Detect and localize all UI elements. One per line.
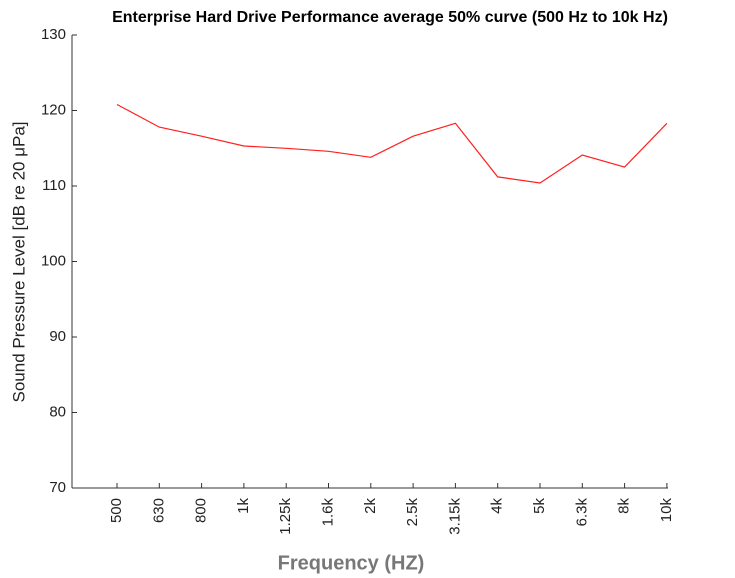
y-tick-label: 110 [42, 177, 66, 194]
x-tick-label: 630 [150, 498, 167, 523]
chart-title: Enterprise Hard Drive Performance averag… [112, 9, 668, 26]
x-tick-label: 4k [489, 498, 506, 514]
x-tick-label: 2k [362, 498, 379, 514]
y-axis-label: Sound Pressure Level [dB re 20 μPa] [9, 121, 28, 402]
x-tick-label: 3.15k [446, 498, 463, 535]
y-tick-label: 100 [41, 252, 66, 269]
x-tick-label: 8k [616, 498, 633, 514]
x-tick-label: 6.3k [573, 498, 590, 527]
y-tick-label: 90 [49, 328, 66, 345]
x-tick-label: 1k [235, 498, 252, 514]
x-tick-label: 5k [531, 498, 548, 514]
y-tick-label: 70 [49, 479, 66, 496]
x-tick-label: 1.25k [277, 498, 294, 535]
y-tick-label: 120 [41, 101, 66, 118]
x-tick-label: 10k [658, 498, 675, 523]
x-tick-label: 1.6k [319, 498, 336, 527]
x-tick-label: 500 [108, 498, 125, 523]
x-tick-label: 800 [193, 498, 210, 523]
x-tick-label: 2.5k [404, 498, 421, 527]
data-line [116, 103, 668, 184]
y-tick-label: 80 [49, 403, 66, 420]
x-tick-labels: 500 630 800 1k 1.25k 1.6k 2k 2.5k 3.15k 4k 5k 6.3k 8… [108, 498, 675, 535]
x-axis-label: Frequency (HZ) [278, 552, 425, 574]
y-tick-label: 130 [41, 26, 66, 43]
